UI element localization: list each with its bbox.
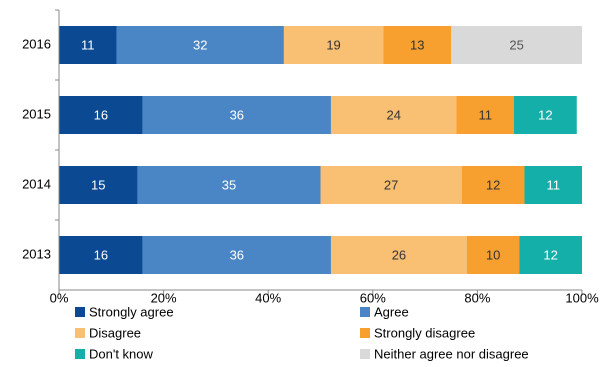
data-label: 24 bbox=[386, 107, 400, 122]
legend-label: Neither agree nor disagree bbox=[374, 346, 529, 361]
bar-segment bbox=[137, 166, 321, 204]
legend-label: Agree bbox=[374, 304, 409, 319]
data-label: 15 bbox=[91, 177, 105, 192]
data-label: 16 bbox=[94, 107, 108, 122]
data-label: 25 bbox=[509, 37, 523, 52]
data-label: 16 bbox=[94, 247, 108, 262]
data-label: 36 bbox=[230, 247, 244, 262]
bar-segment bbox=[142, 236, 331, 274]
data-label: 12 bbox=[543, 247, 557, 262]
bar-segment bbox=[519, 236, 582, 274]
x-tick-label: 0% bbox=[50, 290, 69, 305]
x-tick-label: 40% bbox=[255, 290, 281, 305]
bar-segment bbox=[456, 96, 515, 134]
legend-label: Strongly disagree bbox=[374, 325, 475, 340]
data-label: 36 bbox=[230, 107, 244, 122]
data-label: 35 bbox=[222, 177, 236, 192]
legend-swatch bbox=[75, 307, 85, 317]
legend-label: Disagree bbox=[89, 325, 141, 340]
bar-segment bbox=[466, 236, 520, 274]
legend-swatch bbox=[75, 349, 85, 359]
legend-label: Don't know bbox=[89, 346, 154, 361]
y-tick-label: 2015 bbox=[22, 106, 51, 121]
data-label: 11 bbox=[546, 177, 560, 192]
legend-swatch bbox=[75, 328, 85, 338]
bar-segment bbox=[451, 26, 582, 64]
bar-segment bbox=[320, 166, 462, 204]
data-label: 19 bbox=[326, 37, 340, 52]
bar-segment bbox=[330, 236, 467, 274]
bar-segment bbox=[59, 166, 138, 204]
x-tick-label: 80% bbox=[464, 290, 490, 305]
bar-segment bbox=[59, 96, 143, 134]
x-tick-label: 60% bbox=[360, 290, 386, 305]
bar-segment bbox=[59, 26, 117, 64]
legend-swatch bbox=[360, 328, 370, 338]
bar-segment bbox=[116, 26, 284, 64]
bar-segment bbox=[461, 166, 525, 204]
data-label: 10 bbox=[486, 247, 500, 262]
bar-segment bbox=[283, 26, 384, 64]
y-tick-label: 2016 bbox=[22, 36, 51, 51]
legend-label: Strongly agree bbox=[89, 304, 174, 319]
data-label: 12 bbox=[538, 107, 552, 122]
x-tick-label: 20% bbox=[151, 290, 177, 305]
bar-segment bbox=[383, 26, 452, 64]
data-label: 26 bbox=[392, 247, 406, 262]
data-label: 11 bbox=[478, 107, 492, 122]
y-tick-label: 2014 bbox=[22, 176, 51, 191]
bar-segment bbox=[59, 236, 143, 274]
bar-segment bbox=[330, 96, 457, 134]
data-label: 12 bbox=[486, 177, 500, 192]
data-label: 11 bbox=[81, 37, 95, 52]
bar-segment bbox=[142, 96, 331, 134]
x-tick-label: 100% bbox=[565, 290, 599, 305]
data-label: 27 bbox=[384, 177, 398, 192]
data-label: 32 bbox=[193, 37, 207, 52]
data-label: 13 bbox=[410, 37, 424, 52]
legend-swatch bbox=[360, 349, 370, 359]
bar-segment bbox=[514, 96, 577, 134]
bar-segment bbox=[524, 166, 582, 204]
y-tick-label: 2013 bbox=[22, 246, 51, 261]
legend-swatch bbox=[360, 307, 370, 317]
